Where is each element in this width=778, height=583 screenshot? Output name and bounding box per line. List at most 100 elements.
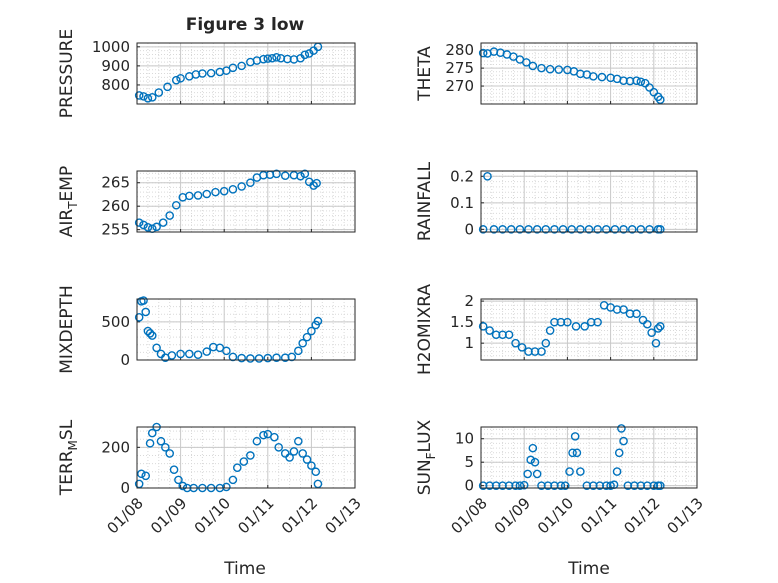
- data-point: [571, 322, 581, 331]
- data-point: [653, 324, 663, 333]
- x-tick-label: 01/11: [577, 494, 620, 537]
- y-axis-label-main: PRESSURE: [57, 29, 77, 118]
- data-point: [541, 225, 551, 234]
- data-point: [655, 225, 665, 234]
- data-point: [593, 225, 602, 234]
- data-point: [272, 169, 281, 179]
- y-tick-label: 10: [455, 430, 474, 448]
- data-point: [647, 328, 656, 337]
- y-tick-label: 5: [464, 453, 474, 471]
- data-point: [239, 457, 249, 466]
- data-point: [228, 63, 238, 73]
- data-point: [543, 481, 553, 490]
- data-point: [576, 225, 585, 234]
- data-point: [263, 54, 273, 63]
- data-point: [219, 186, 229, 196]
- data-point: [530, 457, 540, 467]
- data-point: [141, 471, 151, 481]
- y-tick-label: 265: [101, 174, 130, 192]
- data-point: [302, 332, 312, 342]
- data-point: [143, 326, 153, 336]
- data-point: [537, 347, 546, 356]
- y-axis-label: MIXDEPTH: [57, 285, 77, 374]
- data-point: [176, 73, 185, 83]
- y-axis-label-main: THETA: [415, 46, 435, 102]
- data-point: [627, 225, 637, 234]
- data-point: [161, 443, 170, 452]
- data-point: [523, 469, 532, 479]
- data-point: [285, 453, 294, 462]
- data-point: [489, 225, 499, 234]
- data-point: [228, 352, 238, 362]
- data-point: [158, 218, 168, 227]
- data-point: [302, 455, 312, 464]
- y-axis-label-main: RAINFALL: [415, 161, 435, 241]
- data-point: [152, 222, 161, 232]
- data-point: [610, 225, 620, 234]
- y-axis-label-main: H2OMIXRA: [415, 284, 435, 375]
- y-axis-label-tail: SL: [57, 419, 77, 440]
- y-tick-label: 500: [101, 313, 130, 331]
- y-axis-label-main: SUN: [415, 459, 435, 495]
- y-axis-label: SUNFLUX: [415, 419, 438, 495]
- data-point: [586, 317, 596, 327]
- data-point: [307, 461, 316, 470]
- data-point: [134, 218, 144, 227]
- x-tick-label: 01/09: [491, 494, 534, 537]
- data-point: [206, 68, 216, 78]
- data-point: [649, 481, 659, 490]
- data-point: [528, 61, 538, 71]
- data-point: [565, 467, 574, 476]
- data-point: [491, 330, 501, 340]
- axes-box: [480, 42, 698, 105]
- y-axis-label: RAINFALL: [415, 161, 435, 241]
- x-tick-label: 01/08: [448, 494, 491, 537]
- y-tick-label: 2: [464, 292, 474, 310]
- data-point: [632, 309, 641, 319]
- data-point: [165, 211, 174, 220]
- data-point: [228, 475, 238, 485]
- data-point: [554, 65, 564, 74]
- data-point: [274, 443, 284, 452]
- data-point: [623, 481, 633, 490]
- y-axis-label-main: AIR: [57, 209, 77, 238]
- data-point: [267, 53, 277, 63]
- y-axis-label: H2OMIXRA: [415, 284, 435, 375]
- data-point: [143, 93, 153, 103]
- x-tick-label: 01/13: [664, 494, 707, 537]
- subplot-3: 255 260 265 AIRTEMP: [57, 166, 356, 239]
- data-point: [156, 436, 166, 446]
- data-point: [145, 329, 155, 338]
- data-point: [576, 467, 585, 476]
- data-point: [298, 449, 307, 458]
- data-point: [259, 54, 268, 64]
- data-point: [640, 78, 650, 88]
- data-point: [593, 317, 602, 327]
- data-point: [152, 343, 161, 353]
- data-point: [636, 481, 646, 490]
- y-axis-label-main: TERR: [57, 450, 77, 496]
- x-tick-label: 01/11: [234, 494, 277, 537]
- data-point: [515, 481, 525, 490]
- data-point: [287, 352, 297, 362]
- data-point: [294, 346, 303, 356]
- data-point: [632, 76, 641, 85]
- data-point: [307, 326, 316, 336]
- axes-box: [136, 170, 356, 233]
- y-tick-label: 0.1: [450, 194, 474, 212]
- axes-box: [480, 298, 698, 361]
- data-point: [228, 184, 238, 194]
- data-point: [167, 351, 177, 360]
- data-point: [545, 64, 555, 74]
- y-tick-label: 1: [464, 334, 474, 352]
- data-point: [519, 480, 529, 490]
- data-point: [545, 326, 555, 335]
- y-tick-label: 200: [101, 438, 130, 456]
- data-point: [296, 171, 305, 181]
- axes-box: [136, 42, 356, 105]
- data-point: [298, 338, 307, 348]
- data-point: [254, 354, 264, 363]
- data-point: [511, 338, 520, 348]
- data-point: [643, 319, 652, 329]
